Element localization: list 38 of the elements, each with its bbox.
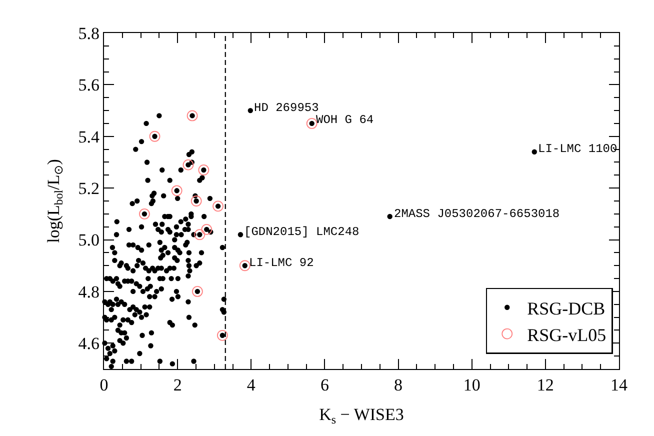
x-tick-label: 14 (610, 376, 628, 395)
annotation: WOH G 64 (316, 113, 374, 127)
point (212, 200, 224, 212)
point (190, 196, 202, 206)
x-tick-label: 2 (173, 376, 182, 395)
point (201, 224, 212, 235)
point (198, 164, 210, 176)
annotation: LI-LMC 92 (249, 256, 314, 270)
annotation: LI-LMC 1100 (538, 142, 618, 156)
point (171, 185, 182, 196)
point (192, 286, 203, 297)
point (194, 229, 206, 240)
legend-label: RSG-vL05 (527, 324, 606, 345)
point (239, 260, 250, 272)
annotation: [GDN2015] LMC248 (244, 225, 360, 239)
point (186, 110, 198, 122)
y-tick-label: 5.8 (78, 24, 100, 43)
x-tick-label: 10 (463, 376, 480, 395)
point (306, 118, 318, 129)
y-tick-label: 4.6 (78, 334, 100, 354)
point (149, 130, 160, 142)
legend-label: RSG-DCB (527, 298, 606, 318)
point (139, 208, 150, 220)
x-tick-label: 4 (246, 376, 256, 395)
y-tick-label: 5.4 (78, 127, 100, 146)
y-tick-label: 4.8 (78, 282, 100, 302)
y-tick-label: 5.6 (78, 76, 100, 95)
x-tick-label: 6 (320, 376, 329, 395)
x-tick-label: 0 (100, 376, 108, 395)
x-tick-label: 8 (394, 376, 403, 395)
point (217, 330, 228, 341)
y-tick-label: 5.0 (78, 230, 100, 250)
x-axis-title: K$_{s}$ − WISE3 (319, 404, 404, 427)
annotation: HD 269953 (254, 101, 319, 115)
annotation: 2MASS J05302067-6653018 (394, 207, 560, 221)
x-tick-label: 12 (536, 376, 554, 395)
point (182, 159, 194, 170)
y-tick-label: 5.2 (78, 179, 100, 198)
